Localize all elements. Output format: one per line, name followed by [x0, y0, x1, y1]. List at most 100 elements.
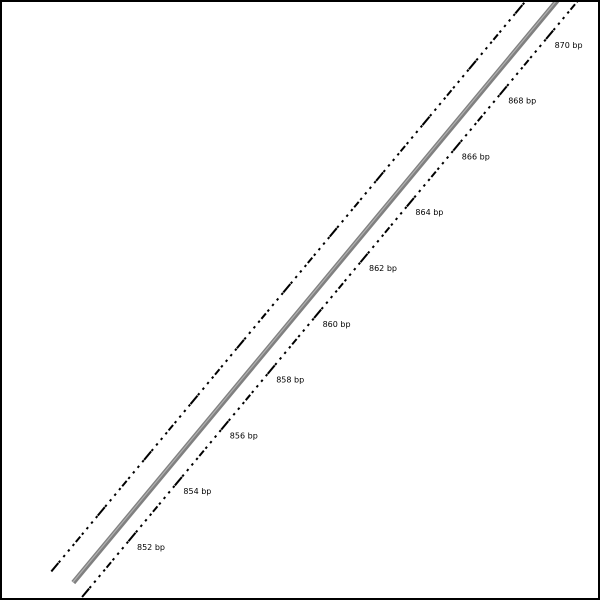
upper-ruler-minor-tick	[277, 298, 279, 300]
bp-label: 862 bp	[369, 264, 397, 273]
upper-ruler-minor-tick	[59, 561, 61, 563]
lower-ruler-minor-tick	[252, 391, 254, 393]
lower-ruler-minor-tick	[540, 45, 542, 47]
upper-ruler-minor-tick	[439, 103, 441, 105]
upper-ruler-minor-tick	[453, 86, 455, 88]
upper-ruler-minor-tick	[203, 388, 205, 390]
lower-ruler-minor-tick	[113, 558, 115, 560]
upper-ruler-minor-tick	[128, 477, 130, 479]
lower-ruler-major-tick	[314, 310, 321, 318]
upper-ruler-minor-tick	[91, 522, 93, 524]
upper-ruler-major-tick	[191, 396, 198, 404]
lower-ruler-minor-tick	[396, 218, 398, 220]
lower-ruler-minor-tick	[507, 84, 509, 86]
bp-label: 870 bp	[555, 41, 583, 50]
lower-ruler-minor-tick	[377, 240, 379, 242]
lower-ruler-minor-tick	[243, 402, 245, 404]
lower-ruler-minor-tick	[122, 547, 124, 549]
upper-ruler-minor-tick	[281, 293, 283, 295]
lower-ruler-minor-tick	[359, 263, 361, 265]
lower-ruler-minor-tick	[275, 363, 277, 365]
upper-ruler-minor-tick	[138, 466, 140, 468]
lower-ruler-major-tick	[500, 86, 507, 94]
upper-ruler-minor-tick	[295, 276, 297, 278]
backbone-strand	[73, 2, 595, 583]
upper-ruler-minor-tick	[198, 393, 200, 395]
bp-label: 864 bp	[415, 208, 443, 217]
lower-ruler-minor-tick	[99, 575, 101, 577]
lower-ruler-minor-tick	[335, 291, 337, 293]
upper-ruler-minor-tick	[360, 198, 362, 200]
lower-ruler-minor-tick	[229, 419, 231, 421]
upper-ruler-unit-tick	[354, 202, 358, 207]
upper-ruler-minor-tick	[184, 410, 186, 412]
upper-ruler-minor-tick	[142, 460, 144, 462]
upper-ruler-minor-tick	[152, 449, 154, 451]
upper-ruler-minor-tick	[212, 377, 214, 379]
upper-tick-ruler	[51, 2, 575, 571]
upper-ruler-minor-tick	[105, 505, 107, 507]
lower-ruler-minor-tick	[308, 324, 310, 326]
lower-ruler-minor-tick	[298, 335, 300, 337]
upper-ruler-minor-tick	[504, 25, 506, 27]
lower-ruler-minor-tick	[266, 374, 268, 376]
upper-ruler-minor-tick	[291, 282, 293, 284]
lower-ruler-minor-tick	[145, 519, 147, 521]
upper-ruler-minor-tick	[328, 237, 330, 239]
upper-ruler-major-tick	[51, 563, 58, 571]
lower-ruler-unit-tick	[199, 451, 203, 456]
upper-ruler-minor-tick	[374, 181, 376, 183]
lower-ruler-minor-tick	[117, 553, 119, 555]
upper-ruler-major-tick	[515, 5, 522, 13]
lower-ruler-minor-tick	[424, 185, 426, 187]
lower-ruler-minor-tick	[349, 274, 351, 276]
upper-ruler-minor-tick	[481, 53, 483, 55]
upper-ruler-minor-tick	[96, 516, 98, 518]
upper-ruler-minor-tick	[346, 215, 348, 217]
lower-ruler-major-tick	[268, 365, 275, 373]
lower-ruler-minor-tick	[150, 514, 152, 516]
upper-ruler-minor-tick	[384, 170, 386, 172]
lower-ruler-minor-tick	[280, 358, 282, 360]
upper-ruler-minor-tick	[114, 494, 116, 496]
dna-backbone	[73, 2, 595, 583]
upper-ruler-minor-tick	[119, 488, 121, 490]
upper-ruler-minor-tick	[365, 192, 367, 194]
lower-ruler-minor-tick	[405, 207, 407, 209]
lower-ruler-minor-tick	[187, 469, 189, 471]
upper-ruler-minor-tick	[73, 544, 75, 546]
lower-ruler-minor-tick	[368, 252, 370, 254]
lower-ruler-minor-tick	[553, 28, 555, 30]
lower-ruler-minor-tick	[521, 67, 523, 69]
lower-ruler-minor-tick	[484, 112, 486, 114]
upper-ruler-unit-tick	[493, 34, 497, 39]
upper-ruler-minor-tick	[323, 243, 325, 245]
upper-ruler-unit-tick	[122, 481, 126, 486]
lower-tick-ruler	[82, 2, 600, 597]
lower-ruler-minor-tick	[475, 123, 477, 125]
lower-ruler-minor-tick	[233, 413, 235, 415]
upper-ruler-minor-tick	[235, 349, 237, 351]
upper-ruler-minor-tick	[462, 75, 464, 77]
upper-ruler-minor-tick	[486, 47, 488, 49]
upper-ruler-minor-tick	[407, 142, 409, 144]
lower-ruler-minor-tick	[530, 56, 532, 58]
upper-ruler-unit-tick	[401, 146, 405, 151]
upper-ruler-major-tick	[144, 451, 151, 459]
upper-ruler-minor-tick	[476, 59, 478, 61]
upper-ruler-minor-tick	[156, 444, 158, 446]
upper-ruler-minor-tick	[161, 438, 163, 440]
lower-ruler-minor-tick	[303, 330, 305, 332]
lower-ruler-major-tick	[360, 254, 367, 262]
lower-ruler-minor-tick	[257, 385, 259, 387]
upper-ruler-minor-tick	[411, 137, 413, 139]
upper-ruler-minor-tick	[393, 159, 395, 161]
bp-label: 854 bp	[183, 487, 211, 496]
lower-ruler-minor-tick	[567, 12, 569, 14]
upper-ruler-unit-tick	[215, 369, 219, 374]
lower-ruler-minor-tick	[493, 101, 495, 103]
upper-ruler-unit-tick	[169, 425, 173, 430]
upper-ruler-minor-tick	[388, 165, 390, 167]
upper-ruler-major-tick	[376, 172, 383, 180]
